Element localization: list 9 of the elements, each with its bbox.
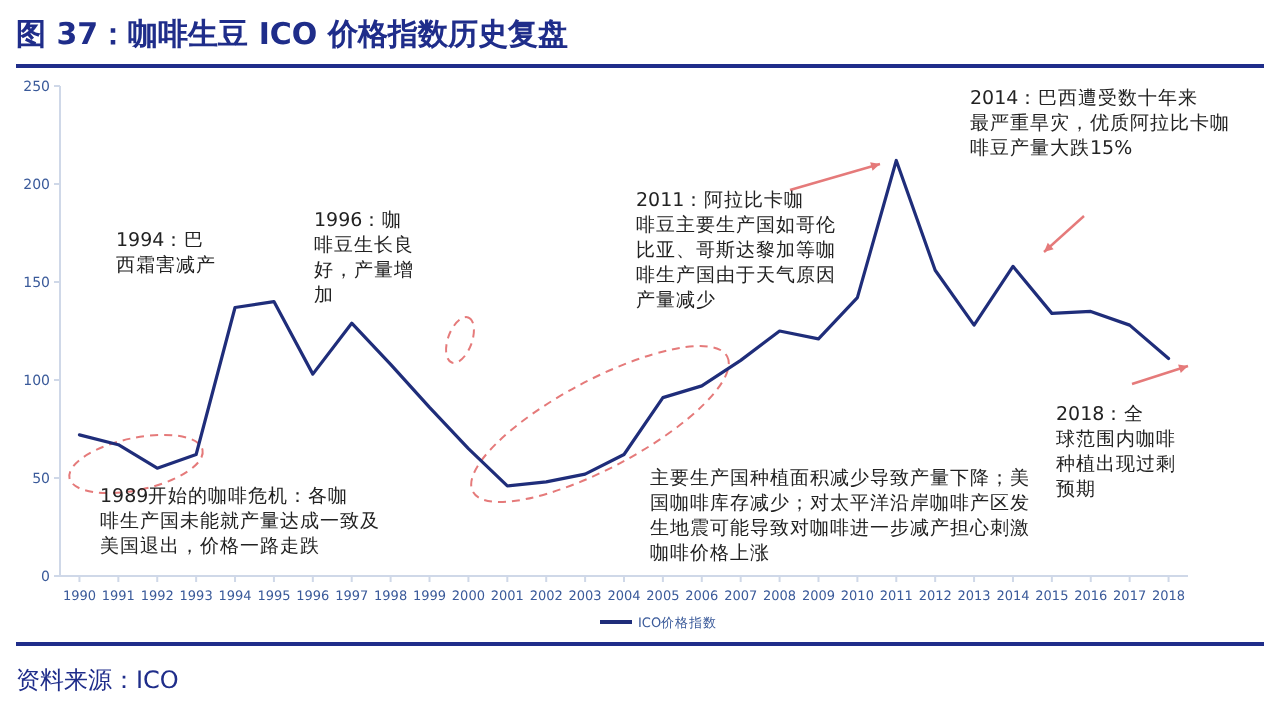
annotation: 2011：阿拉比卡咖啡豆主要生产国如哥伦比亚、哥斯达黎加等咖啡生产国由于天气原因产量减少 [636, 188, 836, 312]
annotation: 1996：咖啡豆生长良好，产量增加 [314, 208, 414, 307]
chart-title: 图 37：咖啡生豆 ICO 价格指数历史复盘 [16, 16, 568, 52]
annotation: 1994：巴西霜害减产 [116, 230, 216, 277]
text: 资料来源：ICO [16, 666, 179, 694]
annotation: 1989开始的咖啡危机：各咖啡生产国未能就产量达成一致及美国退出，价格一路走跌 [100, 484, 380, 558]
annotation: 2014：巴西遭受数十年来最严重旱灾，优质阿拉比卡咖啡豆产量大跌15% [970, 86, 1230, 160]
annotation: 2018：全球范围内咖啡种植出现过剩预期 [1056, 402, 1176, 501]
annotation: 主要生产国种植面积减少导致产量下降；美国咖啡库存减少；对太平洋沿岸咖啡产区发生地震可能导致对咖啡进一步减产担心刺激咖啡价格上涨 [650, 466, 1030, 565]
